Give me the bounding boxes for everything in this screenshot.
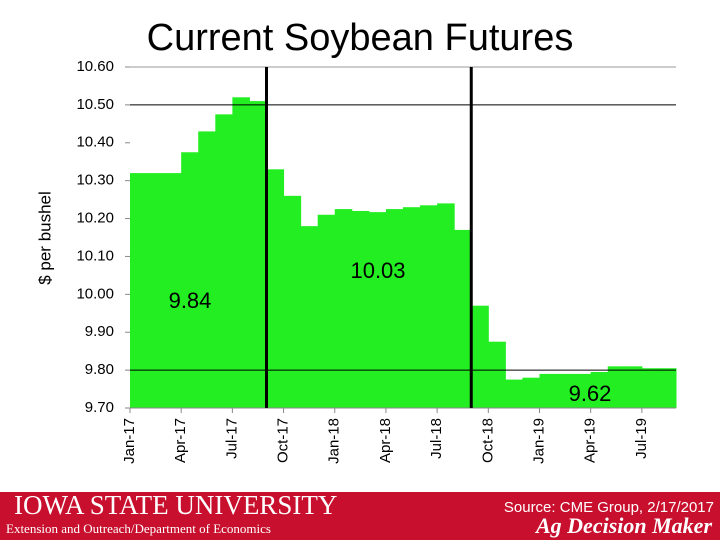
x-tick-label: Oct-18 — [479, 418, 496, 463]
y-tick-label: 9.80 — [85, 361, 114, 378]
bar — [215, 114, 233, 408]
y-tick-label: 9.90 — [85, 323, 114, 340]
bar — [641, 368, 660, 408]
x-tick-label: Jul-18 — [428, 418, 445, 459]
university: IOWA STATE UNIVERSITY — [14, 490, 337, 520]
y-axis-label: $ per bushel — [35, 191, 54, 285]
bar — [300, 226, 319, 408]
bar — [130, 173, 148, 408]
bar — [334, 209, 353, 408]
bar — [181, 152, 199, 408]
y-tick-label: 10.60 — [76, 58, 114, 75]
bar — [454, 229, 472, 408]
bar — [573, 373, 592, 408]
y-tick-label: 10.10 — [76, 247, 114, 264]
x-tick-label: Jan-17 — [121, 418, 138, 464]
bar — [164, 173, 182, 408]
x-tick-label: Apr-18 — [377, 418, 394, 463]
x-tick-label: Oct-17 — [275, 418, 292, 463]
y-tick-label: 10.40 — [76, 134, 114, 151]
annotation: 9.62 — [569, 381, 612, 406]
bar — [437, 203, 455, 408]
bar — [556, 373, 575, 408]
bar — [539, 373, 558, 408]
bar — [368, 212, 387, 408]
y-tick-label: 9.70 — [85, 399, 114, 416]
bar — [522, 377, 540, 408]
bar — [471, 305, 489, 408]
bar — [624, 366, 643, 408]
bar — [505, 379, 523, 408]
annotation: 9.84 — [169, 288, 212, 313]
annotation: 10.03 — [350, 258, 405, 283]
y-tick-label: 10.20 — [76, 210, 114, 227]
y-tick-label: 10.30 — [76, 172, 114, 189]
bar — [385, 209, 404, 408]
y-tick-label: 10.00 — [76, 285, 114, 302]
bar — [249, 101, 267, 408]
bar — [147, 173, 165, 408]
bar — [232, 97, 250, 409]
department: Extension and Outreach/Department of Eco… — [6, 521, 271, 536]
brand: Ag Decision Maker — [534, 513, 712, 538]
bar — [283, 195, 302, 408]
bar — [420, 205, 438, 408]
x-tick-label: Jan-19 — [530, 418, 547, 464]
bar — [266, 169, 285, 408]
bar — [590, 372, 609, 408]
chart-title: Current Soybean Futures — [147, 17, 574, 59]
bar — [607, 366, 626, 408]
bar — [317, 214, 336, 408]
source: Source: CME Group, 2/17/2017 — [504, 499, 714, 516]
x-tick-label: Jul-17 — [223, 418, 240, 459]
bar — [488, 341, 506, 408]
bar — [198, 131, 216, 408]
bar — [403, 207, 421, 408]
x-tick-label: Jan-18 — [326, 418, 343, 464]
x-tick-label: Apr-19 — [582, 418, 599, 463]
bar — [658, 368, 677, 408]
bar — [351, 210, 370, 408]
y-tick-label: 10.50 — [76, 96, 114, 113]
x-tick-label: Apr-17 — [172, 418, 189, 463]
footer-bar — [0, 492, 720, 540]
x-tick-label: Jul-19 — [633, 418, 650, 459]
